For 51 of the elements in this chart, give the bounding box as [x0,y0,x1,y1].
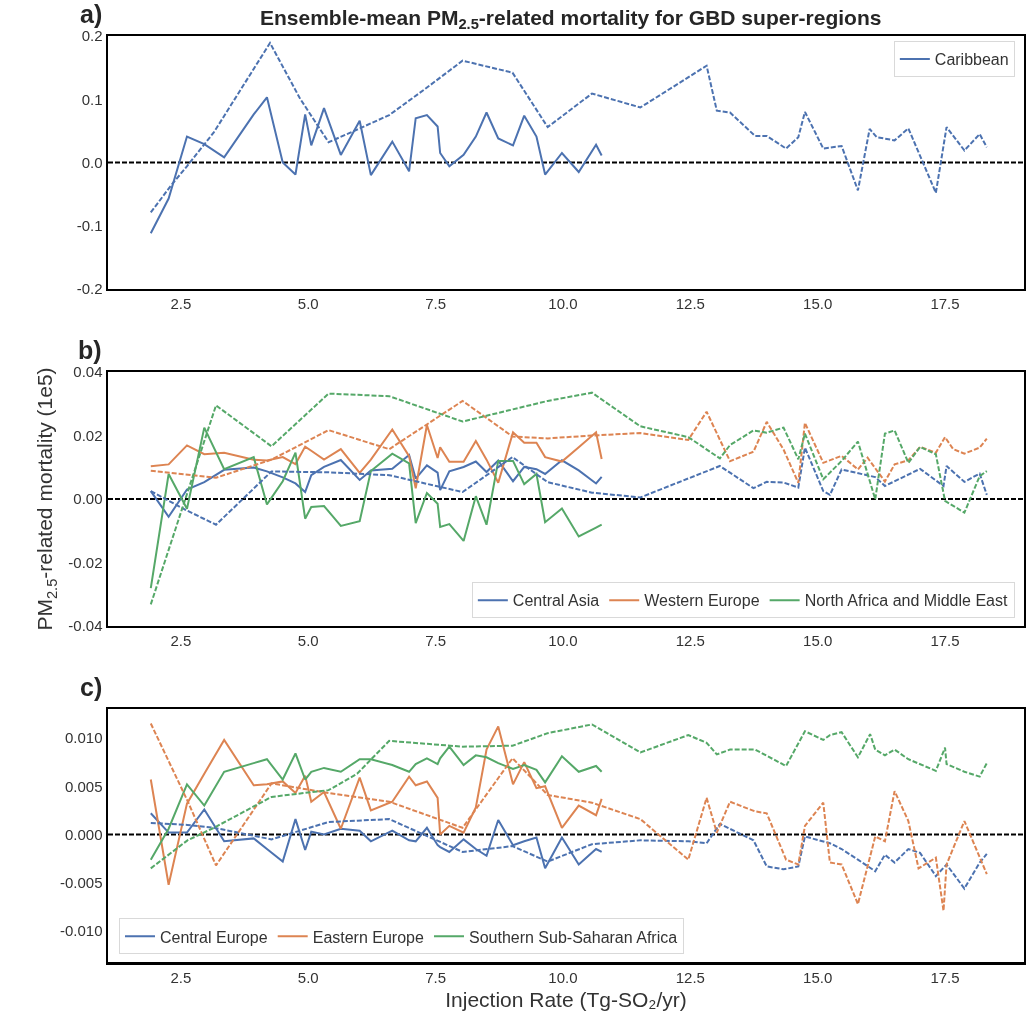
y-tick-label: -0.1 [76,216,103,234]
y-tick-label: 0.010 [64,729,103,747]
y-tick-label: 0.02 [73,426,103,444]
legend-label: Western Europe [644,592,760,610]
legend-label: Central Europe [159,928,268,946]
y-tick-label: 0.0 [81,153,103,171]
x-tick-label: 5.0 [297,632,319,650]
y-tick-label: -0.2 [76,280,103,298]
x-tick-label: 2.5 [170,968,192,986]
y-tick-label: -0.04 [68,617,103,635]
line-series [149,722,988,912]
x-tick-label: 15.0 [803,968,833,986]
y-tick-label: 0.04 [73,363,103,381]
x-tick-label: 17.5 [930,968,960,986]
chart-title: Ensemble-mean PM$_{2.5}$-related mortality for GBD super-regions [260,6,882,33]
y-tick-label: 0.005 [64,777,103,795]
y-tick-label: 0.000 [64,825,103,843]
line-series [149,399,988,484]
x-tick-label: 12.5 [675,295,705,313]
line-series [149,723,988,870]
legend-label: Southern Sub-Saharan Africa [468,928,678,946]
x-tick-label: 10.0 [548,632,578,650]
x-tick-label: 10.0 [548,968,578,986]
x-tick-label: 2.5 [170,295,192,313]
x-tick-label: 12.5 [675,968,705,986]
x-tick-label: 12.5 [675,632,705,650]
legend-label: Central Asia [512,592,600,610]
x-tick-label: 7.5 [425,968,447,986]
x-tick-label: 7.5 [425,632,447,650]
x-tick-label: 17.5 [930,632,960,650]
x-tick-label: 17.5 [930,295,960,313]
text: b) [78,336,102,364]
x-axis-title: Injection Rate (Tg-SO₂/yr) [445,987,687,1011]
text: a) [80,0,103,28]
y-tick-label: -0.010 [59,922,103,940]
x-tick-label: 15.0 [803,295,833,313]
legend-label: Caribbean [934,51,1009,69]
x-tick-label: 15.0 [803,632,833,650]
legend-label: Eastern Europe [312,928,424,946]
x-tick-label: 7.5 [425,295,447,313]
x-tick-label: 5.0 [297,968,319,986]
legend-label: North Africa and Middle East [804,592,1008,610]
y-tick-label: -0.005 [59,874,103,892]
y-tick-label: 0.00 [73,490,103,508]
y-tick-label: 0.2 [81,27,103,45]
x-tick-label: 2.5 [170,632,192,650]
y-tick-label: -0.02 [68,553,103,571]
x-tick-label: 10.0 [548,295,578,313]
y-tick-label: 0.1 [81,90,103,108]
x-tick-label: 5.0 [297,295,319,313]
text: c) [80,673,103,701]
